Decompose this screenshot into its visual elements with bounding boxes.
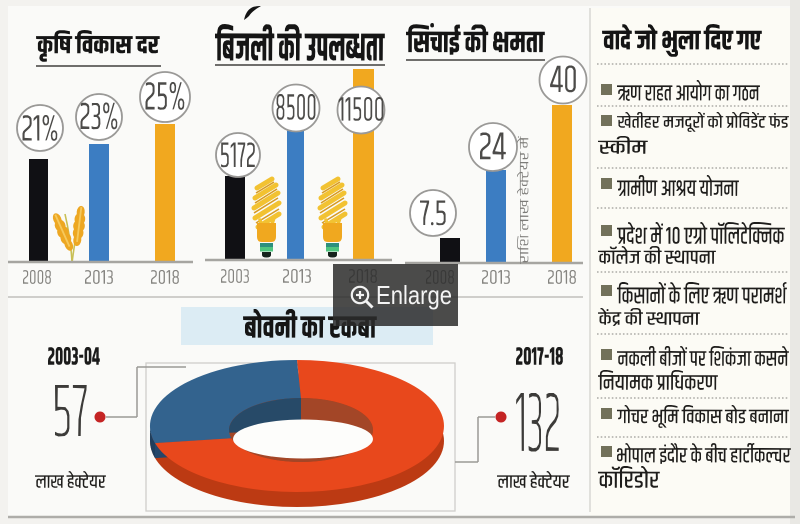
svg-text:Enlarge: Enlarge — [376, 280, 452, 310]
